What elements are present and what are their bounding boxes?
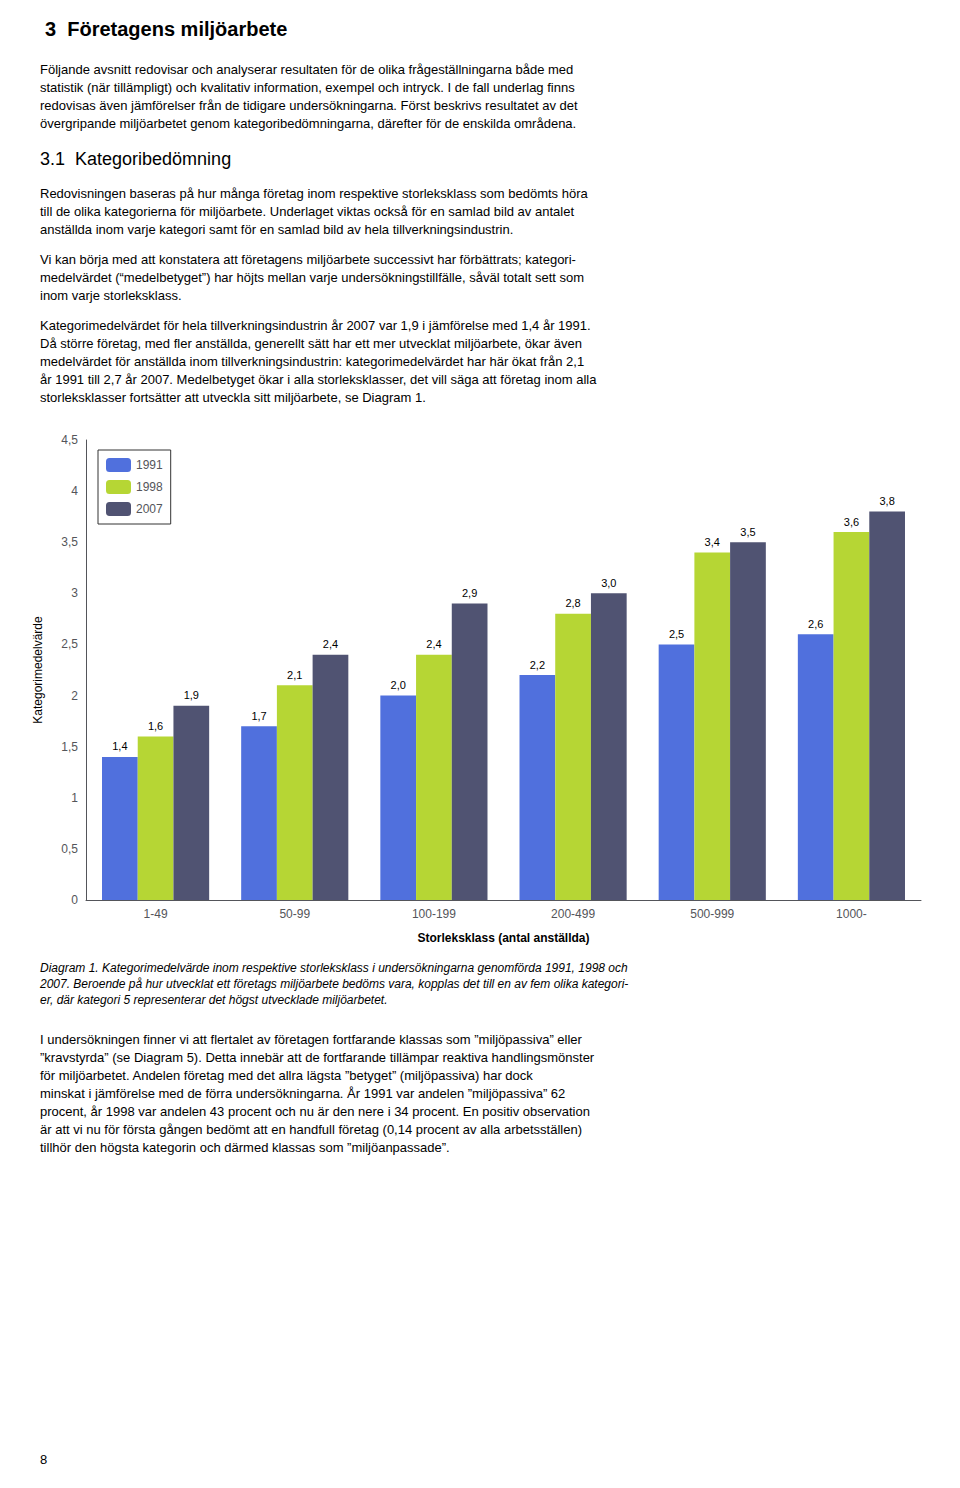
svg-text:är att vi nu för första gången: är att vi nu för första gången bedömt at… (40, 1122, 582, 1137)
svg-text:Kategorimedelvärde: Kategorimedelvärde (31, 616, 45, 724)
svg-text:1998: 1998 (136, 480, 163, 494)
svg-text:2,5: 2,5 (669, 628, 684, 640)
svg-text:1991: 1991 (136, 458, 163, 472)
svg-text:övergripande miljöarbetet geno: övergripande miljöarbetet genom kategori… (40, 116, 576, 131)
svg-text:0,5: 0,5 (61, 842, 78, 856)
svg-text:3.1 Kategoribedömning: 3.1 Kategoribedömning (40, 149, 231, 169)
svg-text:för miljöarbetet. Andelen före: för miljöarbetet. Andelen företag med de… (40, 1068, 533, 1083)
svg-text:2,2: 2,2 (530, 659, 545, 671)
svg-text:4: 4 (71, 484, 78, 498)
svg-text:Då större företag, med fler an: Då större företag, med fler anställda, g… (40, 336, 582, 351)
svg-text:”kravstyrda” (se Diagram 5). D: ”kravstyrda” (se Diagram 5). Detta inneb… (40, 1050, 595, 1065)
svg-text:år 1991 till 2,7 år 2007. Mede: år 1991 till 2,7 år 2007. Medelbetyget ö… (40, 372, 597, 387)
svg-text:redovisas även jämförelser frå: redovisas även jämförelser från de tidig… (40, 98, 578, 113)
svg-text:2,0: 2,0 (391, 679, 406, 691)
svg-text:3,6: 3,6 (844, 516, 859, 528)
svg-text:till de olika kategorierna för: till de olika kategorierna för miljöarbe… (40, 204, 574, 219)
svg-text:2: 2 (71, 689, 78, 703)
svg-text:er, där kategori 5 representer: er, där kategori 5 representerar det hög… (40, 993, 388, 1007)
svg-text:1-49: 1-49 (144, 907, 168, 921)
svg-text:2,1: 2,1 (287, 669, 302, 681)
svg-text:Redovisningen baseras på hur m: Redovisningen baseras på hur många föret… (40, 186, 588, 201)
svg-text:200-499: 200-499 (551, 907, 595, 921)
svg-text:500-999: 500-999 (690, 907, 734, 921)
svg-text:2,6: 2,6 (808, 618, 823, 630)
svg-text:1000-: 1000- (836, 907, 867, 921)
svg-text:0: 0 (71, 893, 78, 907)
svg-text:procent, år 1998 var andelen 4: procent, år 1998 var andelen 43 procent … (40, 1104, 590, 1119)
svg-text:Följande avsnitt redovisar och: Följande avsnitt redovisar och analysera… (40, 62, 573, 77)
svg-text:Diagram 1. Kategorimedelvärde: Diagram 1. Kategorimedelvärde inom respe… (40, 961, 628, 975)
svg-text:2007: 2007 (136, 502, 163, 516)
svg-text:inom varje storleksklass.: inom varje storleksklass. (40, 288, 182, 303)
svg-text:I undersökningen finner vi att: I undersökningen finner vi att flertalet… (40, 1032, 583, 1047)
svg-text:100-199: 100-199 (412, 907, 456, 921)
svg-text:1,5: 1,5 (61, 740, 78, 754)
svg-text:8: 8 (40, 1452, 47, 1467)
svg-text:2007. Beroende på hur utveckla: 2007. Beroende på hur utvecklat ett före… (39, 977, 628, 991)
svg-text:Vi kan börja med att konstater: Vi kan börja med att konstatera att före… (40, 252, 576, 267)
svg-text:3,0: 3,0 (601, 577, 616, 589)
svg-text:50-99: 50-99 (279, 907, 310, 921)
svg-text:1,4: 1,4 (112, 740, 127, 752)
svg-text:storleksklasser fortsätter att: storleksklasser fortsätter att utveckla … (40, 390, 426, 405)
svg-text:3,5: 3,5 (740, 526, 755, 538)
svg-text:medelvärdet för anställda inom: medelvärdet för anställda inom tillverkn… (40, 354, 584, 369)
svg-text:3,5: 3,5 (61, 535, 78, 549)
svg-text:1,7: 1,7 (251, 710, 266, 722)
svg-text:4,5: 4,5 (61, 433, 78, 447)
svg-text:minskat i jämförelse med de fö: minskat i jämförelse med de förra unders… (40, 1086, 565, 1101)
svg-text:anställda inom varje kategori: anställda inom varje kategori samt för e… (40, 222, 513, 237)
svg-text:2,4: 2,4 (323, 638, 338, 650)
svg-text:Kategorimedelvärdet för hela t: Kategorimedelvärdet för hela tillverknin… (40, 318, 591, 333)
svg-text:2,9: 2,9 (462, 587, 477, 599)
svg-text:3: 3 (71, 586, 78, 600)
svg-text:Storleksklass (antal anställda: Storleksklass (antal anställda) (417, 931, 589, 945)
svg-text:1,9: 1,9 (184, 689, 199, 701)
svg-text:2,8: 2,8 (565, 597, 580, 609)
svg-text:1: 1 (71, 791, 78, 805)
svg-text:2,5: 2,5 (61, 637, 78, 651)
svg-text:statistik (när tillämpligt) oc: statistik (när tillämpligt) och kvalitat… (40, 80, 575, 95)
svg-text:2,4: 2,4 (426, 638, 441, 650)
svg-text:tillhör den högsta kategorin o: tillhör den högsta kategorin och därmed … (40, 1140, 450, 1155)
svg-text:medelvärdet (“medelbetyget”) h: medelvärdet (“medelbetyget”) har höjts m… (40, 270, 584, 285)
svg-text:3 Företagens miljöarbete: 3 Företagens miljöarbete (45, 18, 287, 40)
svg-text:3,8: 3,8 (879, 495, 894, 507)
svg-text:1,6: 1,6 (148, 720, 163, 732)
svg-text:3,4: 3,4 (705, 536, 720, 548)
